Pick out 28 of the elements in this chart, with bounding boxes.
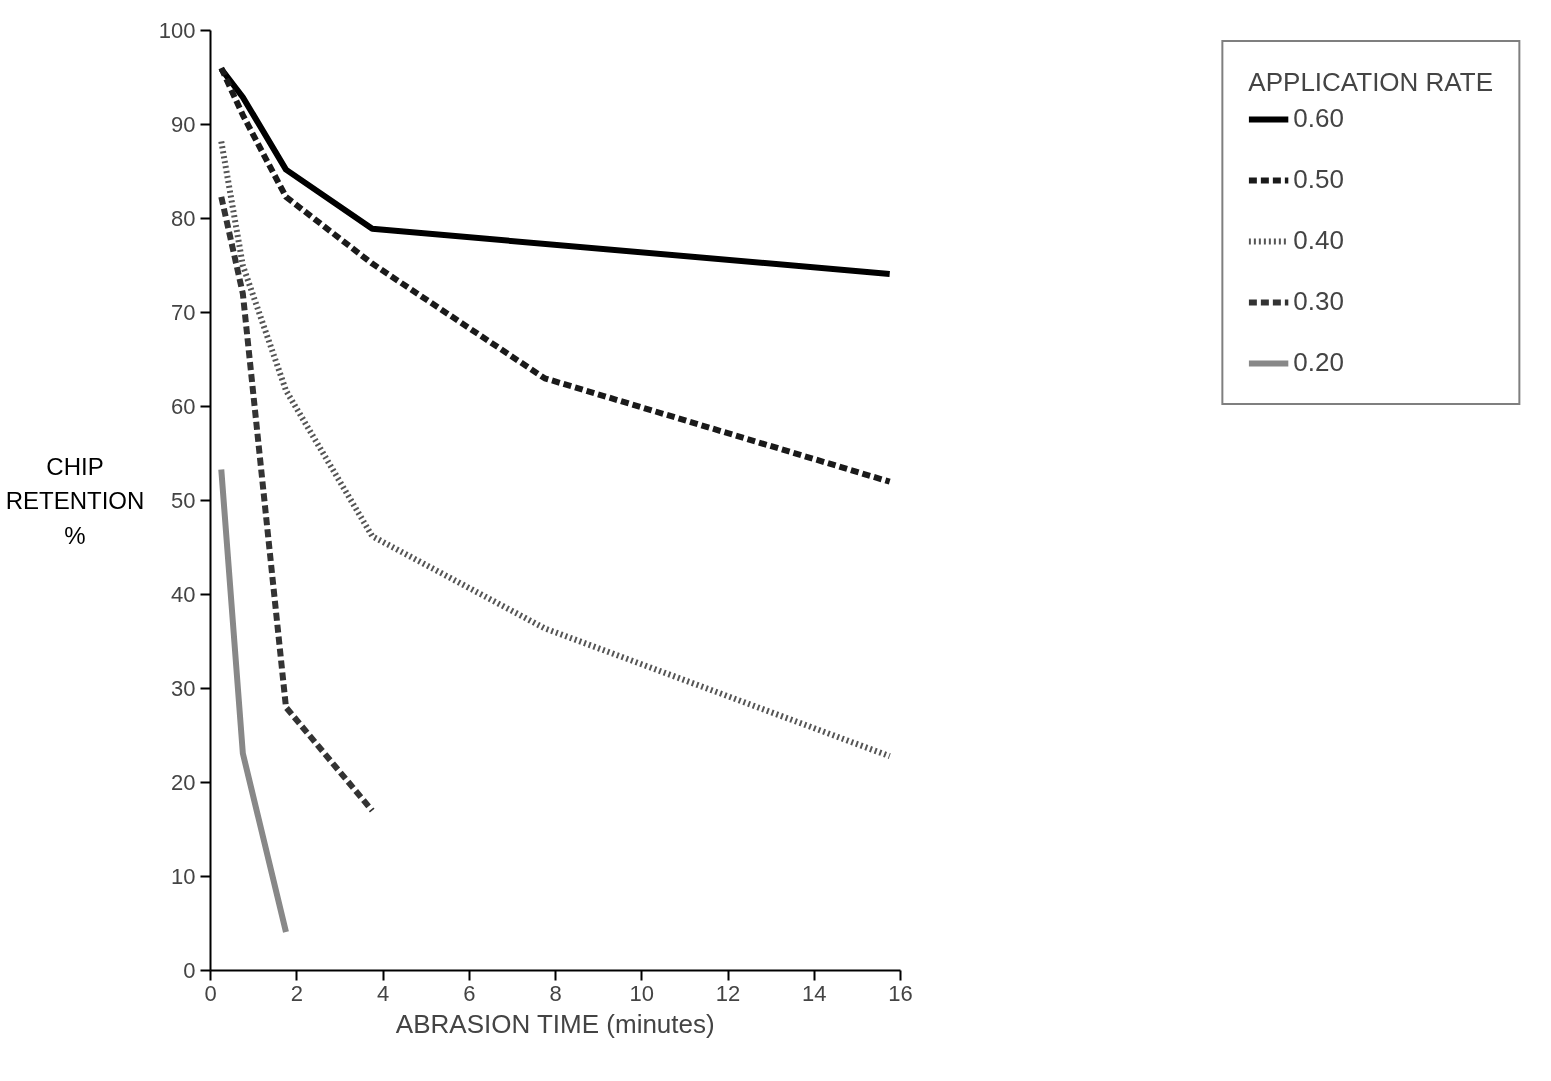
y-tick-label: 60 <box>171 394 196 419</box>
legend-label: 0.60 <box>1293 103 1344 134</box>
legend-label: 0.30 <box>1293 286 1344 317</box>
y-tick-label: 90 <box>171 112 196 137</box>
y-tick-label: 50 <box>171 488 196 513</box>
legend-title: APPLICATION RATE <box>1248 67 1493 98</box>
x-tick-label: 0 <box>204 980 217 1006</box>
y-tick-label: 100 <box>158 18 196 43</box>
legend-label: 0.20 <box>1293 347 1344 378</box>
y-tick-label: 80 <box>171 206 196 231</box>
x-tick-label: 10 <box>629 980 654 1006</box>
y-tick-label: 30 <box>171 676 196 701</box>
legend-label: 0.50 <box>1293 164 1344 195</box>
y-tick-label: 40 <box>171 582 196 607</box>
x-axis-title: ABRASION TIME (minutes) <box>395 1008 715 1039</box>
y-tick-label: 0 <box>183 958 196 983</box>
y-tick-label: 20 <box>171 770 196 795</box>
x-tick-label: 8 <box>549 980 562 1006</box>
legend-label: 0.40 <box>1293 225 1344 256</box>
x-tick-label: 4 <box>376 980 390 1006</box>
y-axis-title: CHIP RETENTION % <box>5 452 145 551</box>
x-tick-label: 14 <box>802 980 827 1006</box>
x-tick-label: 6 <box>463 980 476 1006</box>
y-tick-label: 10 <box>171 864 196 889</box>
x-tick-label: 2 <box>290 980 303 1006</box>
x-tick-label: 12 <box>715 980 741 1006</box>
y-tick-label: 70 <box>171 300 196 325</box>
x-tick-label: 16 <box>888 980 913 1006</box>
